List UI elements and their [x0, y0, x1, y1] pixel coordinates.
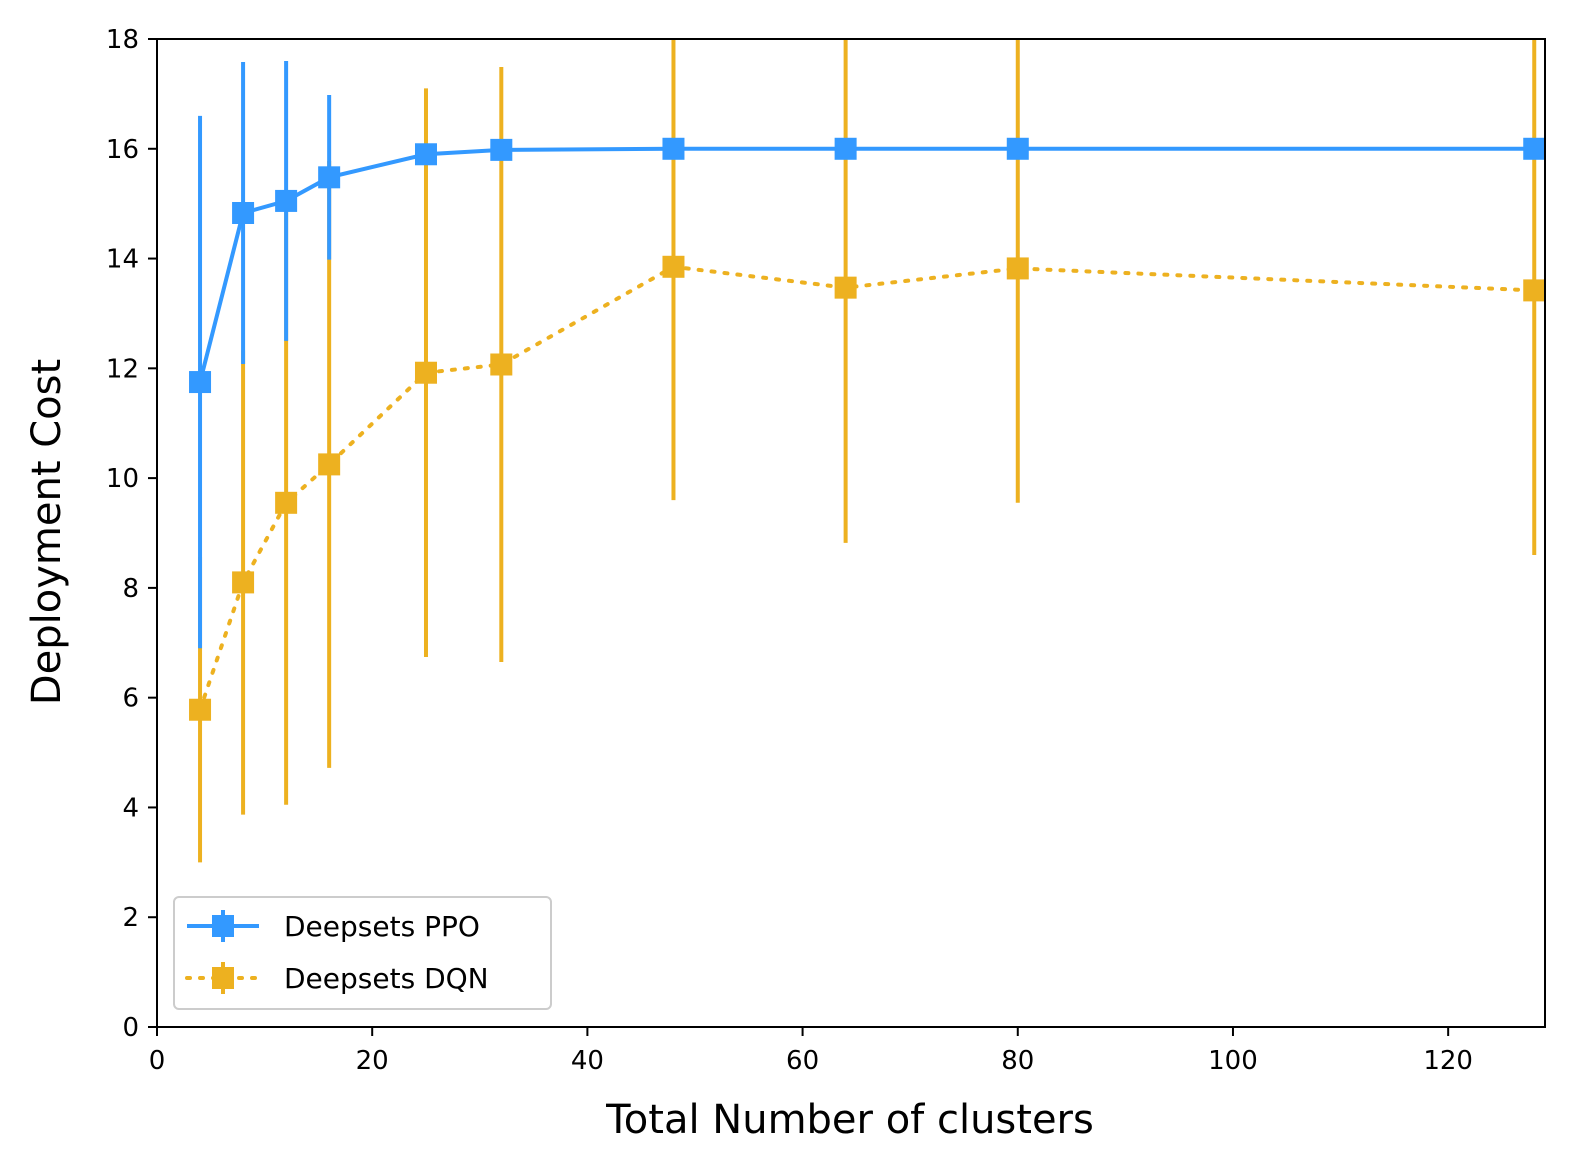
- data-point: [189, 698, 212, 721]
- x-tick-label: 100: [1208, 1046, 1258, 1076]
- data-point: [1006, 137, 1029, 160]
- plot-area: [189, 39, 1545, 863]
- data-point: [318, 166, 341, 189]
- y-axis-title: Deployment Cost: [24, 359, 70, 705]
- y-tick-label: 10: [106, 464, 139, 494]
- series-1: [189, 39, 1545, 863]
- x-axis-title: Total Number of clusters: [605, 1097, 1094, 1143]
- data-point: [834, 137, 857, 160]
- y-tick-label: 2: [122, 903, 139, 933]
- legend-marker: [212, 967, 234, 989]
- y-axis: 0 2 4 6 8 10 12 14 16 18: [106, 25, 157, 1043]
- legend-item: Deepsets PPO: [187, 910, 480, 943]
- series-line: [198, 146, 1535, 383]
- legend-box: [173, 896, 552, 1010]
- y-tick-label: 6: [122, 684, 139, 714]
- data-point: [232, 201, 255, 224]
- data-point: [232, 571, 255, 594]
- x-tick-label: 120: [1423, 1046, 1473, 1076]
- y-tick-label: 14: [106, 245, 139, 275]
- axes: 0 20 40 60 80 100 120 0 2 4 6 8 10 12 14 16 18: [106, 25, 1546, 1076]
- x-tick-label: 80: [1001, 1046, 1034, 1076]
- y-tick-label: 0: [122, 1013, 139, 1043]
- data-point: [1523, 137, 1545, 160]
- series-line: [198, 264, 1537, 712]
- x-tick-label: 40: [571, 1046, 604, 1076]
- data-point: [414, 143, 437, 166]
- plot-frame: [156, 38, 1546, 1028]
- data-point: [662, 255, 685, 278]
- x-tick-label: 20: [356, 1046, 389, 1076]
- y-tick-label: 16: [106, 135, 139, 165]
- y-tick-label: 12: [106, 354, 139, 384]
- data-point: [318, 453, 341, 476]
- data-point: [834, 276, 857, 299]
- x-tick-label: 60: [786, 1046, 819, 1076]
- legend: Deepsets PPO Deepsets DQN: [173, 896, 552, 1010]
- data-point: [662, 137, 685, 160]
- y-tick-label: 4: [122, 793, 139, 823]
- legend-item: Deepsets DQN: [185, 962, 489, 995]
- data-point: [189, 371, 212, 394]
- legend-marker: [212, 915, 234, 937]
- legend-label: Deepsets DQN: [284, 962, 489, 995]
- y-tick-label: 18: [106, 25, 139, 55]
- y-tick-label: 8: [122, 574, 139, 604]
- data-point: [490, 353, 513, 376]
- data-point: [275, 189, 298, 212]
- series-0: [189, 60, 1545, 649]
- x-axis: 0 20 40 60 80 100 120: [149, 1027, 1473, 1076]
- data-point: [1006, 257, 1029, 280]
- data-point: [414, 361, 437, 384]
- x-tick-label: 0: [149, 1046, 166, 1076]
- data-point: [1523, 279, 1545, 302]
- data-point: [490, 138, 513, 161]
- legend-label: Deepsets PPO: [284, 910, 480, 943]
- data-point: [275, 491, 298, 514]
